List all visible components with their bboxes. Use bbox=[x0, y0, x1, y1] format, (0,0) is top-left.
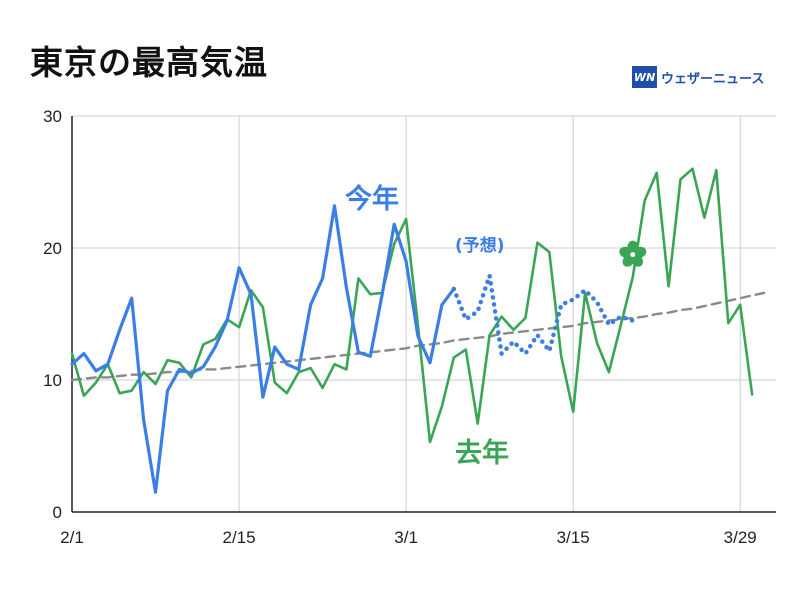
x-tick-label: 2/1 bbox=[60, 528, 84, 547]
series-line-this-year bbox=[70, 204, 456, 494]
brand-name: ウェザーニュース bbox=[661, 71, 765, 87]
chart-title: 東京の最高気温 bbox=[30, 43, 268, 82]
brand-logo: WN ウェザーニュース bbox=[632, 66, 764, 88]
x-tick-label: 3/29 bbox=[724, 528, 757, 547]
x-tick-label: 3/1 bbox=[394, 528, 418, 547]
y-tick-label: 0 bbox=[53, 503, 62, 522]
y-tick-label: 20 bbox=[43, 239, 62, 258]
annotations: 今年 (予想) 去年 bbox=[345, 183, 647, 469]
sakura-petal bbox=[619, 246, 634, 259]
axes: 0 10 20 30 2/1 2/15 3/1 3/15 3/29 bbox=[43, 107, 776, 547]
grid bbox=[72, 115, 776, 512]
x-tick-label: 2/15 bbox=[223, 528, 256, 547]
weathernews-logo-icon: WN bbox=[632, 66, 657, 88]
series bbox=[70, 167, 766, 494]
this-year-label: 今年 bbox=[345, 183, 399, 215]
forecast-label: (予想) bbox=[455, 235, 505, 256]
series-line-forecast bbox=[451, 273, 636, 356]
x-tick-label: 3/15 bbox=[557, 528, 590, 547]
sakura-icon bbox=[619, 240, 647, 267]
y-tick-label: 10 bbox=[43, 371, 62, 390]
last-year-label: 去年 bbox=[455, 437, 509, 469]
sakura-center bbox=[630, 252, 636, 258]
y-tick-label: 30 bbox=[43, 107, 62, 126]
series-line-normal bbox=[70, 291, 766, 382]
